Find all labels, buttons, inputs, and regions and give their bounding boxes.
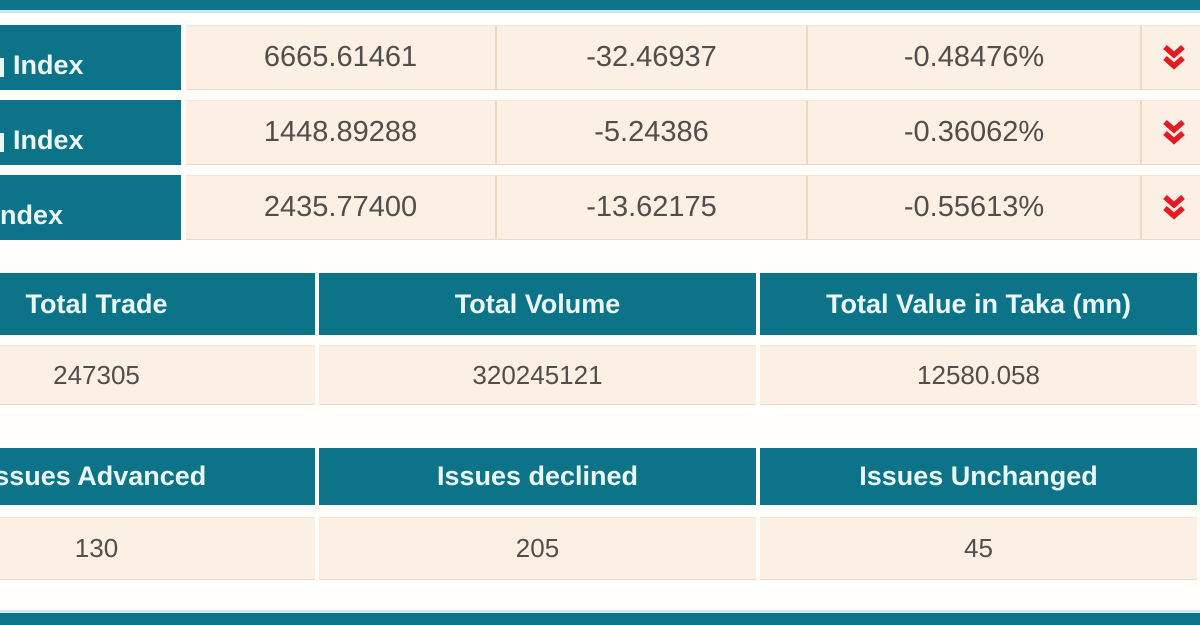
issues-unchanged-value: 45: [760, 517, 1197, 580]
totals-header-total-trade: Total Trade: [0, 273, 315, 335]
issues-declined-value: 205: [319, 517, 756, 580]
index-change: -5.24386: [497, 101, 808, 164]
totals-table-row: 247305 320245121 12580.058: [0, 345, 1197, 405]
index-change-percent: -0.55613%: [808, 176, 1142, 239]
index-trend-cell: [1142, 101, 1200, 164]
index-row: Index 6665.61461 -32.46937 -0.48476%: [0, 25, 1200, 90]
issues-header-unchanged: Issues Unchanged: [760, 448, 1197, 505]
total-volume-value: 320245121: [319, 345, 756, 405]
issues-table-row: 130 205 45: [0, 517, 1197, 580]
double-chevron-down-icon: [1163, 44, 1185, 70]
totals-table-header: Total Trade Total Volume Total Value in …: [0, 273, 1197, 335]
top-teal-bar: [0, 0, 1200, 13]
index-change-percent: -0.36062%: [808, 101, 1142, 164]
issues-table-header: Issues Advanced Issues declined Issues U…: [0, 448, 1197, 505]
total-value-taka: 12580.058: [760, 345, 1197, 405]
index-name-cell: ndex: [0, 175, 181, 240]
total-trade-value: 247305: [0, 345, 315, 405]
index-values-strip: 6665.61461 -32.46937 -0.48476%: [186, 25, 1200, 90]
index-row: ndex 2435.77400 -13.62175 -0.55613%: [0, 175, 1200, 240]
index-trend-cell: [1142, 176, 1200, 239]
index-values-strip: 2435.77400 -13.62175 -0.55613%: [186, 175, 1200, 240]
index-change: -32.46937: [497, 26, 808, 89]
issues-advanced-value: 130: [0, 517, 315, 580]
index-value: 2435.77400: [186, 176, 497, 239]
totals-header-total-value: Total Value in Taka (mn): [760, 273, 1197, 335]
double-chevron-down-icon: [1163, 119, 1185, 145]
index-value: 6665.61461: [186, 26, 497, 89]
index-change: -13.62175: [497, 176, 808, 239]
index-name-cell: Index: [0, 25, 181, 90]
index-name-cell: Index: [0, 100, 181, 165]
issues-header-advanced: Issues Advanced: [0, 448, 315, 505]
index-trend-cell: [1142, 26, 1200, 89]
totals-header-total-volume: Total Volume: [319, 273, 756, 335]
bottom-teal-bar: [0, 610, 1200, 625]
double-chevron-down-icon: [1163, 194, 1185, 220]
index-value: 1448.89288: [186, 101, 497, 164]
issues-header-declined: Issues declined: [319, 448, 756, 505]
index-values-strip: 1448.89288 -5.24386 -0.36062%: [186, 100, 1200, 165]
index-row: Index 1448.89288 -5.24386 -0.36062%: [0, 100, 1200, 165]
index-change-percent: -0.48476%: [808, 26, 1142, 89]
